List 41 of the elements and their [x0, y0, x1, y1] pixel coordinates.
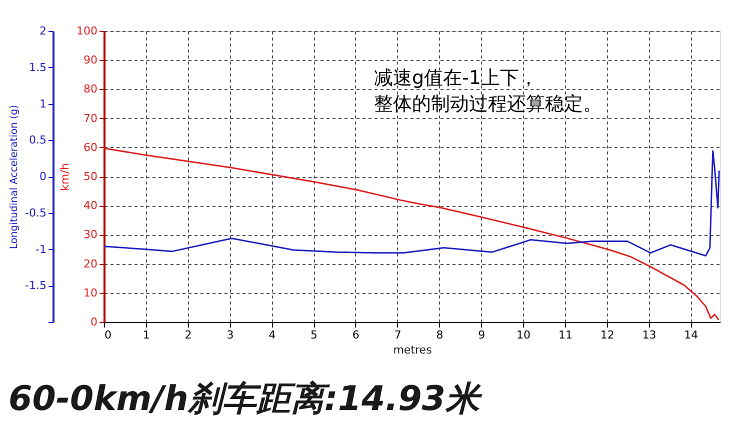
y2-tick-label: -1.5	[25, 279, 46, 292]
x-tick-label: 11	[558, 328, 572, 342]
x-tick-label: 8	[436, 328, 444, 342]
x-tick-label: 5	[310, 328, 318, 342]
y-tick-label: 60	[84, 140, 98, 154]
y-tick-label: 100	[76, 24, 98, 38]
y2-tick-label: 0	[40, 170, 46, 183]
x-tick-label: 7	[394, 328, 402, 342]
x-tick-label: 0	[104, 328, 112, 342]
y-tick-label: 20	[84, 257, 98, 270]
x-tick-label: 12	[600, 328, 614, 342]
y2-tick-label: 2	[40, 24, 46, 38]
y-tick-label: 50	[84, 170, 98, 183]
x-tick-label: 3	[226, 328, 234, 342]
y2-tick-label: -1	[36, 242, 46, 256]
y2-tick-label: -0.5	[25, 206, 46, 220]
x-tick-label: 13	[642, 328, 656, 342]
x-tick-label: 2	[184, 328, 192, 342]
x-tick-label: 9	[478, 328, 486, 342]
x-axis-title: metres	[393, 344, 432, 356]
x-tick-label: 1	[142, 328, 150, 342]
y-tick-label: 40	[84, 199, 98, 212]
y2-axis-title: Longitudinal Acceleration (g)	[9, 104, 20, 250]
y-axis-title: km/h	[58, 163, 72, 191]
y-tick-label: 70	[84, 112, 98, 125]
y-tick-label: 80	[84, 82, 98, 96]
y-tick-label: 0	[90, 316, 98, 328]
annotation: 整体的制动过程还算稳定。	[374, 93, 602, 115]
line-series	[103, 150, 720, 257]
x-tick-label: 4	[268, 328, 276, 342]
x-tick-label: 10	[516, 328, 531, 342]
y2-tick-label: 1	[40, 97, 46, 110]
y-tick-label: 10	[84, 286, 98, 300]
y2-tick-label: 1.5	[29, 60, 46, 74]
annotation: 减速g值在-1上下，	[374, 67, 538, 89]
x-tick-label: 6	[352, 328, 360, 342]
text: 60-0km/h刹车距离:14.93米	[8, 379, 482, 419]
y-tick-label: 90	[84, 54, 98, 67]
y-tick-label: 30	[84, 228, 98, 242]
x-tick-label: 14	[684, 328, 698, 342]
y2-tick-label: 0.5	[29, 134, 46, 147]
